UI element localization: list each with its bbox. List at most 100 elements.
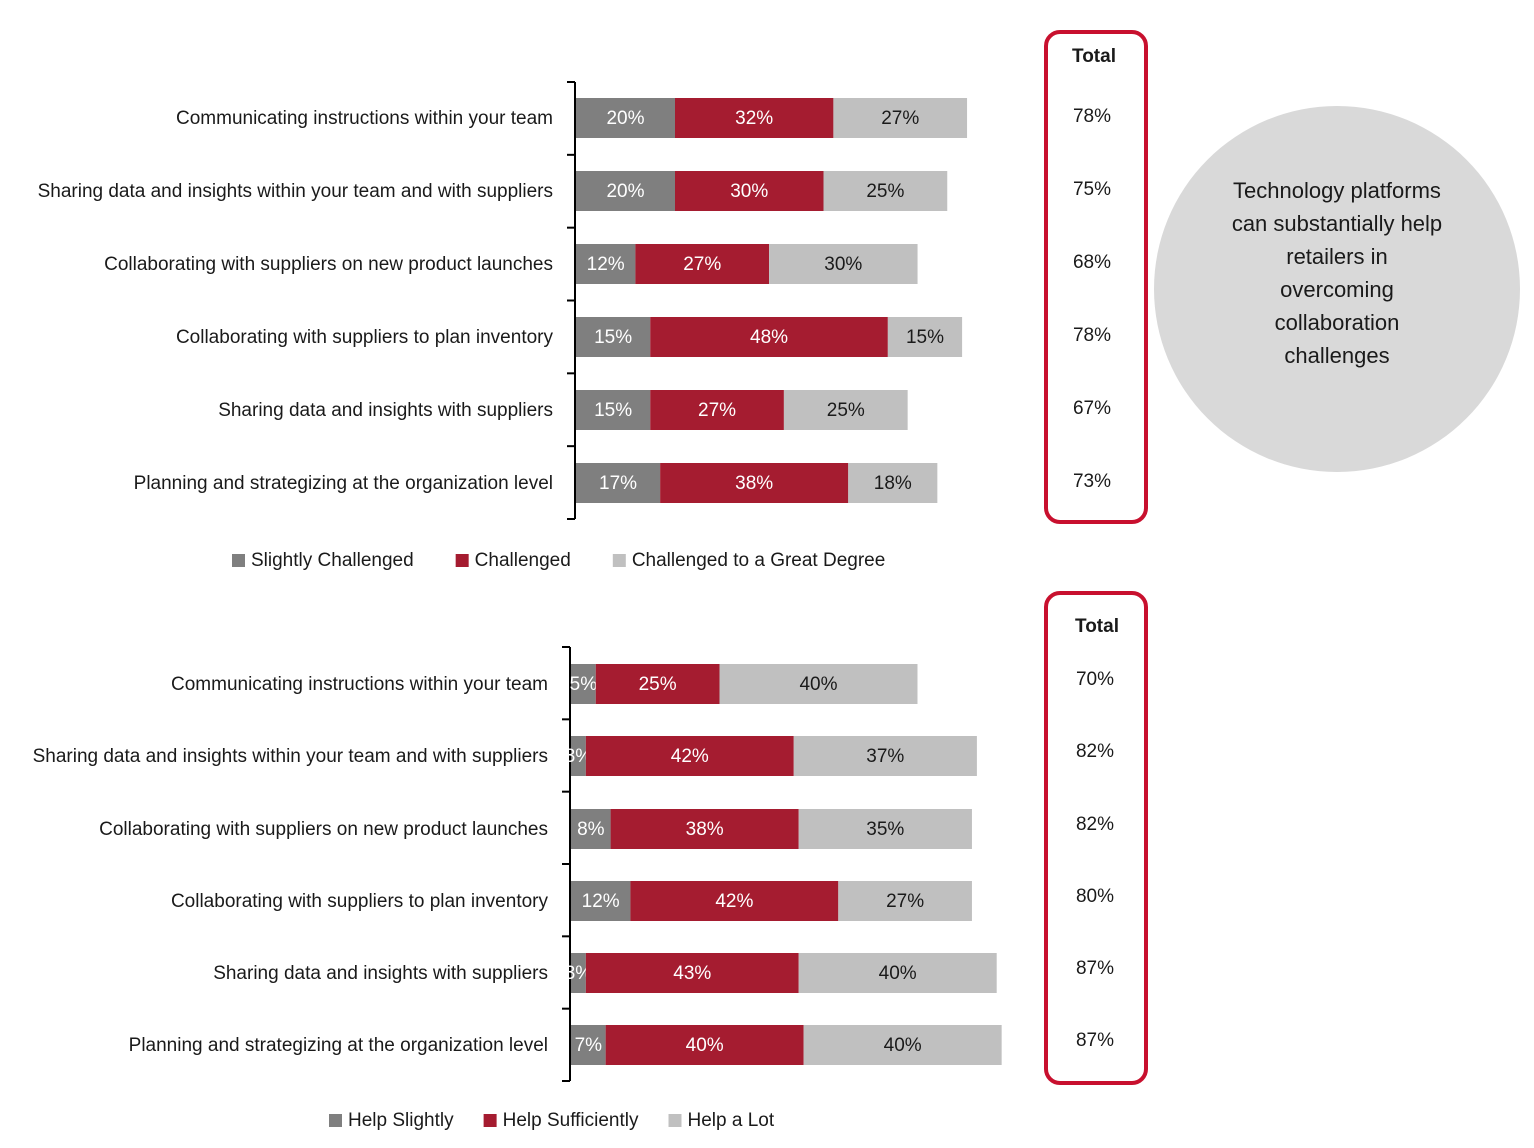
total-value: 73% <box>1073 471 1111 492</box>
bar-value-label: 15% <box>594 327 632 348</box>
category-label-box: Sharing data and insights with suppliers <box>18 370 553 450</box>
bar-segment <box>630 881 839 921</box>
bar-value-label: 20% <box>606 181 644 202</box>
bar-value-label: 3% <box>565 746 593 767</box>
legend-swatch <box>483 1114 497 1127</box>
bar-segment <box>650 317 888 357</box>
category-label-box: Planning and strategizing at the organiz… <box>18 443 553 523</box>
bar-value-label: 5% <box>570 674 598 695</box>
legend-swatch <box>232 554 245 567</box>
bar-value-label: 25% <box>639 674 677 695</box>
bar-segment <box>595 664 720 704</box>
total-value: 80% <box>1076 886 1114 907</box>
bar-segment <box>605 1025 804 1065</box>
bar-segment <box>585 736 794 776</box>
legend-swatch <box>455 554 469 567</box>
total-box <box>1044 30 1148 524</box>
bar-segment <box>635 244 770 284</box>
bar-value-label: 3% <box>565 963 593 984</box>
legend-label: Challenged <box>475 550 571 571</box>
category-label: Sharing data and insights within your te… <box>32 745 548 767</box>
category-label: Collaborating with suppliers on new prod… <box>99 818 548 840</box>
bar-value-label: 12% <box>582 891 620 912</box>
total-value: 87% <box>1076 1030 1114 1051</box>
bar-segment <box>571 809 611 849</box>
category-label: Sharing data and insights within your te… <box>37 180 553 202</box>
total-value: 75% <box>1073 179 1111 200</box>
bar-segment <box>571 881 631 921</box>
total-value: 82% <box>1076 741 1114 762</box>
bar-segment <box>798 953 997 993</box>
bar-value-label: 37% <box>866 746 904 767</box>
bar-value-label: 15% <box>594 400 632 421</box>
bar-segment <box>585 953 799 993</box>
bar-value-label: 27% <box>886 891 924 912</box>
bar-segment <box>803 1025 1002 1065</box>
legend-label: Help Slightly <box>348 1110 454 1131</box>
total-box <box>1044 591 1148 1085</box>
bar-segment <box>576 317 651 357</box>
total-value: 67% <box>1073 398 1111 419</box>
bar-value-label: 7% <box>575 1035 603 1056</box>
bar-value-label: 18% <box>874 473 912 494</box>
category-label-box: Planning and strategizing at the organiz… <box>13 1005 548 1085</box>
legend-label: Help Sufficiently <box>503 1110 639 1131</box>
bar-segment <box>719 664 918 704</box>
bar-segment <box>833 98 968 138</box>
total-value: 70% <box>1076 669 1114 690</box>
bar-value-label: 17% <box>599 473 637 494</box>
bar-value-label: 42% <box>715 891 753 912</box>
bar-value-label: 43% <box>673 963 711 984</box>
bar-value-label: 40% <box>799 674 837 695</box>
category-label: Collaborating with suppliers to plan inv… <box>175 326 553 348</box>
legend-label: Slightly Challenged <box>251 550 414 571</box>
bar-value-label: 20% <box>606 108 644 129</box>
bar-value-label: 40% <box>884 1035 922 1056</box>
bar-segment <box>887 317 963 357</box>
legend-swatch <box>329 1114 342 1127</box>
category-label: Sharing data and insights with suppliers <box>213 962 548 984</box>
bar-value-label: 25% <box>866 181 904 202</box>
bar-value-label: 35% <box>866 819 904 840</box>
category-label: Communicating instructions within your t… <box>171 673 548 695</box>
bar-value-label: 38% <box>735 473 773 494</box>
bar-value-label: 48% <box>750 327 788 348</box>
bar-value-label: 40% <box>686 1035 724 1056</box>
category-label: Planning and strategizing at the organiz… <box>133 472 553 494</box>
bar-segment <box>650 390 784 430</box>
category-label: Sharing data and insights with suppliers <box>218 399 553 421</box>
total-value: 68% <box>1073 252 1111 273</box>
bar-value-label: 12% <box>587 254 625 275</box>
bar-value-label: 27% <box>698 400 736 421</box>
category-label: Collaborating with suppliers to plan inv… <box>170 890 548 912</box>
category-label-box: Collaborating with suppliers on new prod… <box>13 789 548 869</box>
bar-segment <box>675 171 824 211</box>
bar-segment <box>798 809 972 849</box>
total-value: 78% <box>1073 325 1111 346</box>
bar-segment <box>571 664 596 704</box>
bar-segment <box>823 171 948 211</box>
total-value: 78% <box>1073 106 1111 127</box>
bar-value-label: 38% <box>686 819 724 840</box>
bar-value-label: 27% <box>881 108 919 129</box>
bar-segment <box>576 463 661 503</box>
bar-value-label: 32% <box>735 108 773 129</box>
bar-segment <box>675 98 834 138</box>
bar-value-label: 30% <box>730 181 768 202</box>
total-header: Total <box>1072 46 1116 67</box>
bar-value-label: 42% <box>671 746 709 767</box>
bar-value-label: 30% <box>824 254 862 275</box>
bar-segment <box>571 1025 606 1065</box>
bar-value-label: 8% <box>577 819 605 840</box>
bar-segment <box>610 809 799 849</box>
legend-label: Help a Lot <box>688 1110 775 1131</box>
legend-label: Challenged to a Great Degree <box>632 550 886 571</box>
annotation-circle <box>1154 106 1520 472</box>
bar-segment <box>769 244 918 284</box>
category-label-box: Sharing data and insights with suppliers <box>13 933 548 1013</box>
annotation: Technology platforms can substantially h… <box>1231 178 1443 368</box>
bar-segment <box>838 881 972 921</box>
bar-segment <box>576 98 675 138</box>
total-header: Total <box>1075 616 1119 637</box>
